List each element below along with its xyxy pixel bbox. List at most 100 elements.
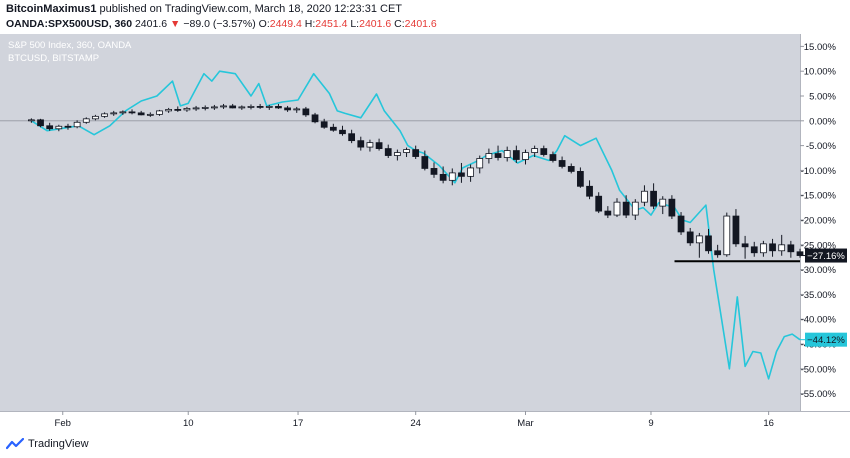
low-label: L: <box>350 18 360 30</box>
y-tick-label: -30.00% <box>801 265 837 276</box>
x-tick-label: 17 <box>293 418 304 429</box>
low-value: 2401.6 <box>359 18 392 30</box>
candle-body <box>302 108 310 116</box>
candle-body <box>101 113 108 117</box>
x-tick-label: 16 <box>763 418 774 429</box>
candle-body <box>741 243 749 248</box>
open-label: O: <box>258 18 270 30</box>
candle-body <box>723 215 731 256</box>
candle-body <box>778 244 786 252</box>
y-tick-label: 15.00% <box>804 42 837 53</box>
close-value: 2401.6 <box>404 18 437 30</box>
candle-body <box>156 110 163 115</box>
spx-candles <box>27 103 804 259</box>
high-value: 2451.4 <box>315 18 348 30</box>
footer: TradingView <box>6 438 89 450</box>
candle-body <box>366 142 374 148</box>
candle-body <box>174 109 182 111</box>
candle-body <box>82 118 90 123</box>
candle-body <box>55 125 63 130</box>
y-tick-label: -15.00% <box>801 191 837 202</box>
candle-body <box>567 166 575 172</box>
btc-last-value-badge <box>805 332 847 347</box>
candle-body <box>796 251 804 256</box>
price-axis-panel <box>800 34 850 411</box>
candle-body <box>458 172 465 177</box>
open-value: 2449.4 <box>269 18 302 30</box>
candle-body <box>540 148 548 155</box>
candle-body <box>750 246 758 254</box>
candle-body <box>46 125 54 130</box>
candle-body <box>211 106 218 109</box>
candle-body <box>421 156 429 169</box>
candle-body <box>512 150 520 160</box>
candle-body <box>375 142 383 149</box>
candle-body <box>275 106 282 109</box>
candle-body <box>403 149 410 153</box>
candle-body <box>192 107 200 110</box>
x-tick-label: 24 <box>410 418 421 429</box>
candle-body <box>769 243 776 252</box>
y-tick-label: 10.00% <box>804 67 837 78</box>
candle-body <box>320 121 328 128</box>
candle-body <box>329 126 337 131</box>
candle-body <box>238 106 246 109</box>
candle-body <box>110 112 118 115</box>
y-tick-label: -25.00% <box>801 240 837 251</box>
price-change: −89.0 (−3.57%) <box>183 18 256 30</box>
chart-subtitle: BTCUSD, BITSTAMP <box>8 53 99 64</box>
candle-body <box>412 149 420 157</box>
x-tick-label: 10 <box>183 418 194 429</box>
author-name[interactable]: BitcoinMaximus1 <box>6 3 97 15</box>
candle-body <box>439 173 447 181</box>
candle-body <box>339 129 346 135</box>
candle-body <box>705 235 712 252</box>
candle-body <box>27 119 35 122</box>
candle-body <box>220 105 227 108</box>
y-tick-label: -20.00% <box>801 216 837 227</box>
candle-body <box>256 106 264 108</box>
candle-body <box>485 153 493 159</box>
candle-body <box>247 106 255 108</box>
x-tick-label: 9 <box>648 418 653 429</box>
candle-body <box>586 185 593 197</box>
candle-body <box>183 108 191 111</box>
candle-body <box>577 171 584 187</box>
candle-body <box>595 195 603 212</box>
candle-body <box>522 152 529 160</box>
candle-body <box>137 112 145 116</box>
spx-last-value-badge <box>805 248 847 263</box>
y-tick-label: -40.00% <box>801 315 837 326</box>
y-tick-label: 0.00% <box>809 116 836 127</box>
candle-body <box>37 119 44 127</box>
publisher-line: BitcoinMaximus1 published on TradingView… <box>6 3 402 15</box>
footer-brand[interactable]: TradingView <box>28 438 89 450</box>
chart-title: S&P 500 Index, 360, OANDA <box>8 40 132 51</box>
candle-body <box>229 105 237 109</box>
candle-body <box>714 250 722 256</box>
candle-body <box>631 201 639 216</box>
candle-body <box>558 160 566 167</box>
last-price: 2401.6 <box>134 18 168 30</box>
candle-body <box>384 148 392 156</box>
candle-body <box>394 152 401 156</box>
publish-info: published on TradingView.com, March 18, … <box>99 3 403 15</box>
symbol-label: OANDA:SPX500USD, 360 <box>6 18 133 30</box>
candle-body <box>659 198 667 207</box>
candle-body <box>128 111 136 114</box>
candle-body <box>119 111 127 114</box>
y-tick-label: -50.00% <box>801 364 837 375</box>
y-tick-label: -55.00% <box>801 389 837 400</box>
y-tick-label: -35.00% <box>801 290 837 301</box>
candle-body <box>503 150 511 158</box>
candle-body <box>650 190 657 207</box>
candle-body <box>677 215 685 233</box>
candle-body <box>430 168 438 175</box>
candle-body <box>787 244 795 253</box>
candle-body <box>732 215 740 245</box>
y-tick-label: -10.00% <box>801 166 837 177</box>
btc-series-line <box>30 70 801 380</box>
candle-body <box>695 235 703 244</box>
candle-body <box>531 148 539 153</box>
